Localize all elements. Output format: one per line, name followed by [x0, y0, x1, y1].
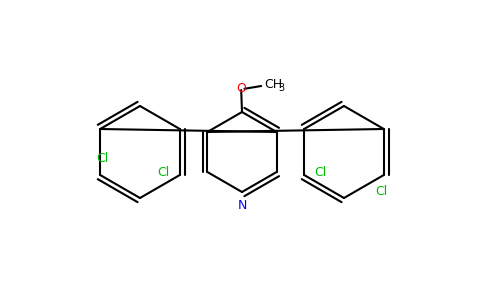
Text: Cl: Cl — [96, 152, 108, 165]
Text: 3: 3 — [278, 83, 284, 93]
Text: Cl: Cl — [158, 167, 170, 179]
Text: Cl: Cl — [376, 185, 388, 198]
Text: CH: CH — [264, 78, 282, 91]
Text: O: O — [236, 82, 246, 95]
Text: Cl: Cl — [314, 167, 326, 179]
Text: N: N — [237, 199, 247, 212]
